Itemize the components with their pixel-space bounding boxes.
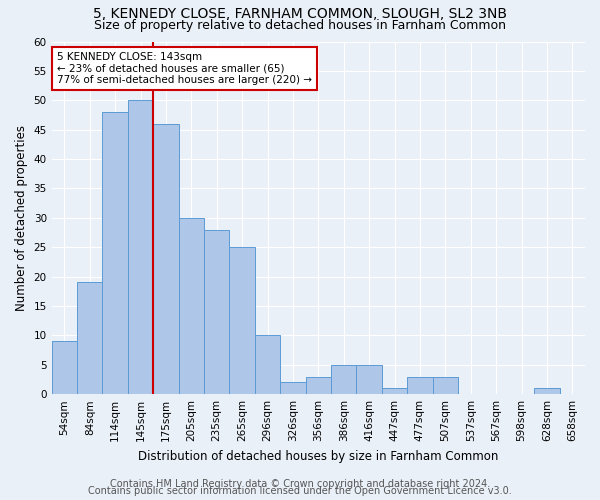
- Y-axis label: Number of detached properties: Number of detached properties: [15, 125, 28, 311]
- Text: Contains public sector information licensed under the Open Government Licence v3: Contains public sector information licen…: [88, 486, 512, 496]
- Bar: [179, 218, 204, 394]
- Bar: [77, 282, 103, 394]
- Bar: [204, 230, 229, 394]
- Text: 5 KENNEDY CLOSE: 143sqm
← 23% of detached houses are smaller (65)
77% of semi-de: 5 KENNEDY CLOSE: 143sqm ← 23% of detache…: [57, 52, 312, 86]
- Bar: [52, 342, 77, 394]
- Text: Size of property relative to detached houses in Farnham Common: Size of property relative to detached ho…: [94, 18, 506, 32]
- Text: 5, KENNEDY CLOSE, FARNHAM COMMON, SLOUGH, SL2 3NB: 5, KENNEDY CLOSE, FARNHAM COMMON, SLOUGH…: [93, 8, 507, 22]
- Text: Contains HM Land Registry data © Crown copyright and database right 2024.: Contains HM Land Registry data © Crown c…: [110, 479, 490, 489]
- Bar: [153, 124, 179, 394]
- Bar: [407, 376, 433, 394]
- Bar: [356, 365, 382, 394]
- Bar: [305, 376, 331, 394]
- Bar: [229, 247, 255, 394]
- Bar: [128, 100, 153, 394]
- X-axis label: Distribution of detached houses by size in Farnham Common: Distribution of detached houses by size …: [138, 450, 499, 462]
- Bar: [255, 336, 280, 394]
- Bar: [433, 376, 458, 394]
- Bar: [280, 382, 305, 394]
- Bar: [534, 388, 560, 394]
- Bar: [331, 365, 356, 394]
- Bar: [103, 112, 128, 394]
- Bar: [382, 388, 407, 394]
